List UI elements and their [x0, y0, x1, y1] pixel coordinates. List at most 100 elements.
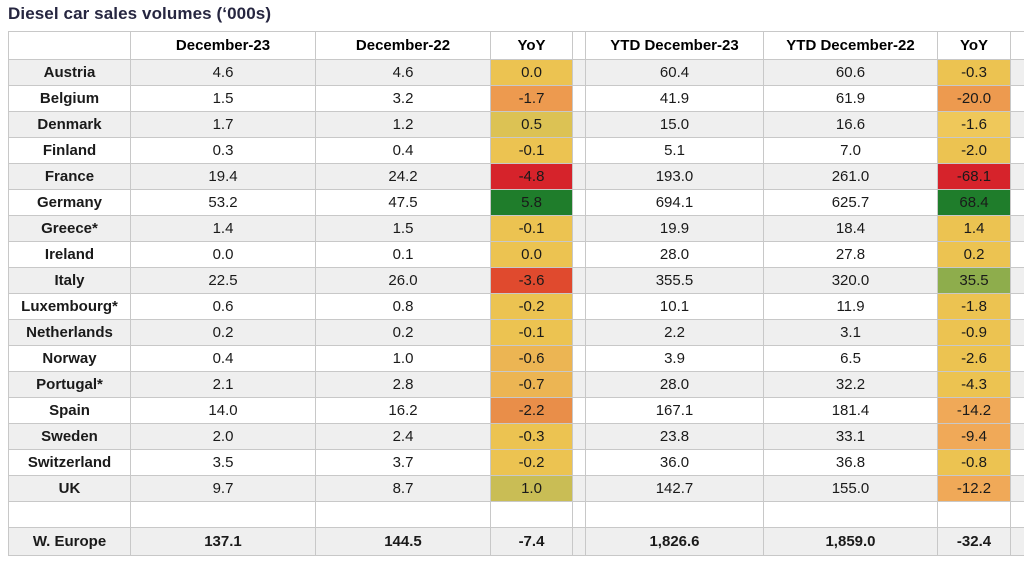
value-cell: 6.5 — [763, 345, 938, 372]
row-separator — [572, 449, 586, 476]
row-separator — [572, 293, 586, 320]
table-row-blank — [8, 501, 1024, 528]
table-row-austria: Austria 4.6 4.6 0.0 60.4 60.6 -0.3 — [8, 59, 1024, 86]
yoy-cell: -1.8 — [937, 293, 1011, 320]
row-separator — [1010, 449, 1024, 476]
table-row-finland: Finland 0.3 0.4 -0.1 5.1 7.0 -2.0 — [8, 137, 1024, 164]
row-separator — [572, 137, 586, 164]
yoy-cell: 0.2 — [937, 241, 1011, 268]
row-separator — [1010, 527, 1024, 556]
yoy-cell: -3.6 — [490, 267, 573, 294]
row-separator — [572, 241, 586, 268]
row-separator — [1010, 397, 1024, 424]
value-cell: 3.9 — [585, 345, 764, 372]
value-cell: 5.1 — [585, 137, 764, 164]
yoy-cell: 0.5 — [490, 111, 573, 138]
column-header-ytd-december-23-4: YTD December-23 — [585, 31, 764, 60]
yoy-cell: 35.5 — [937, 267, 1011, 294]
yoy-cell: -0.1 — [490, 319, 573, 346]
value-cell — [763, 501, 938, 528]
value-cell: 0.6 — [130, 293, 316, 320]
table-row-italy: Italy 22.5 26.0 -3.6 355.5 320.0 35.5 — [8, 267, 1024, 294]
value-cell: 167.1 — [585, 397, 764, 424]
table-row-luxembourg: Luxembourg* 0.6 0.8 -0.2 10.1 11.9 -1.8 — [8, 293, 1024, 320]
row-label: UK — [8, 475, 131, 502]
page-title: Diesel car sales volumes (‘000s) — [8, 4, 272, 23]
row-separator — [1010, 371, 1024, 398]
value-cell: 1.5 — [130, 85, 316, 112]
value-cell: 26.0 — [315, 267, 491, 294]
value-cell: 18.4 — [763, 215, 938, 242]
row-label: Greece* — [8, 215, 131, 242]
value-cell: 53.2 — [130, 189, 316, 216]
table-header: December-23 December-22 YoY YTD December-23… — [8, 31, 1024, 60]
value-cell: 47.5 — [315, 189, 491, 216]
value-cell: 33.1 — [763, 423, 938, 450]
row-separator — [1010, 137, 1024, 164]
row-label: Ireland — [8, 241, 131, 268]
row-separator — [1010, 501, 1024, 528]
value-cell: 1.4 — [130, 215, 316, 242]
value-cell: 261.0 — [763, 163, 938, 190]
value-cell: 28.0 — [585, 371, 764, 398]
yoy-cell: -0.3 — [937, 59, 1011, 86]
column-header-ytd-december-22-5: YTD December-22 — [763, 31, 938, 60]
table-row-germany: Germany 53.2 47.5 5.8 694.1 625.7 68.4 — [8, 189, 1024, 216]
value-cell: 181.4 — [763, 397, 938, 424]
value-cell — [315, 501, 491, 528]
yoy-cell: -0.8 — [937, 449, 1011, 476]
yoy-cell: 0.0 — [490, 241, 573, 268]
row-separator — [572, 189, 586, 216]
row-separator — [1010, 475, 1024, 502]
row-label: France — [8, 163, 131, 190]
table-row-denmark: Denmark 1.7 1.2 0.5 15.0 16.6 -1.6 — [8, 111, 1024, 138]
table-row-france: France 19.4 24.2 -4.8 193.0 261.0 -68.1 — [8, 163, 1024, 190]
column-separator — [572, 31, 586, 60]
yoy-cell: -0.1 — [490, 215, 573, 242]
row-label: Luxembourg* — [8, 293, 131, 320]
value-cell: 7.0 — [763, 137, 938, 164]
table-row-sweden: Sweden 2.0 2.4 -0.3 23.8 33.1 -9.4 — [8, 423, 1024, 450]
row-separator — [572, 59, 586, 86]
table-row-w-europe: W. Europe 137.1 144.5 -7.4 1,826.6 1,859.0 -32… — [8, 527, 1024, 556]
yoy-cell: -12.2 — [937, 475, 1011, 502]
row-separator — [572, 397, 586, 424]
yoy-cell: -4.8 — [490, 163, 573, 190]
value-cell: 0.1 — [315, 241, 491, 268]
value-cell — [585, 501, 764, 528]
yoy-cell: 1.0 — [490, 475, 573, 502]
yoy-cell: -0.9 — [937, 319, 1011, 346]
column-separator — [1010, 31, 1024, 60]
value-cell: 1.5 — [315, 215, 491, 242]
value-cell: 19.4 — [130, 163, 316, 190]
value-cell: 625.7 — [763, 189, 938, 216]
value-cell: 2.2 — [585, 319, 764, 346]
value-cell: 10.1 — [585, 293, 764, 320]
value-cell — [130, 501, 316, 528]
value-cell: 355.5 — [585, 267, 764, 294]
value-cell: 23.8 — [585, 423, 764, 450]
table-row-spain: Spain 14.0 16.2 -2.2 167.1 181.4 -14.2 — [8, 397, 1024, 424]
row-label: Norway — [8, 345, 131, 372]
value-cell: 19.9 — [585, 215, 764, 242]
value-cell: 0.4 — [130, 345, 316, 372]
row-label: Belgium — [8, 85, 131, 112]
value-cell: 2.4 — [315, 423, 491, 450]
value-cell: 9.7 — [130, 475, 316, 502]
row-separator — [572, 215, 586, 242]
table-body: Austria 4.6 4.6 0.0 60.4 60.6 -0.3 Belgium 1.5 3.… — [8, 59, 1024, 556]
row-label: Denmark — [8, 111, 131, 138]
value-cell: 1,859.0 — [763, 527, 938, 556]
row-separator — [1010, 293, 1024, 320]
yoy-cell: -2.0 — [937, 137, 1011, 164]
yoy-cell: 5.8 — [490, 189, 573, 216]
row-separator — [572, 267, 586, 294]
yoy-cell: -0.6 — [490, 345, 573, 372]
row-label: Finland — [8, 137, 131, 164]
row-separator — [572, 423, 586, 450]
value-cell: 0.2 — [315, 319, 491, 346]
value-cell: 15.0 — [585, 111, 764, 138]
value-cell: 32.2 — [763, 371, 938, 398]
row-label: Portugal* — [8, 371, 131, 398]
